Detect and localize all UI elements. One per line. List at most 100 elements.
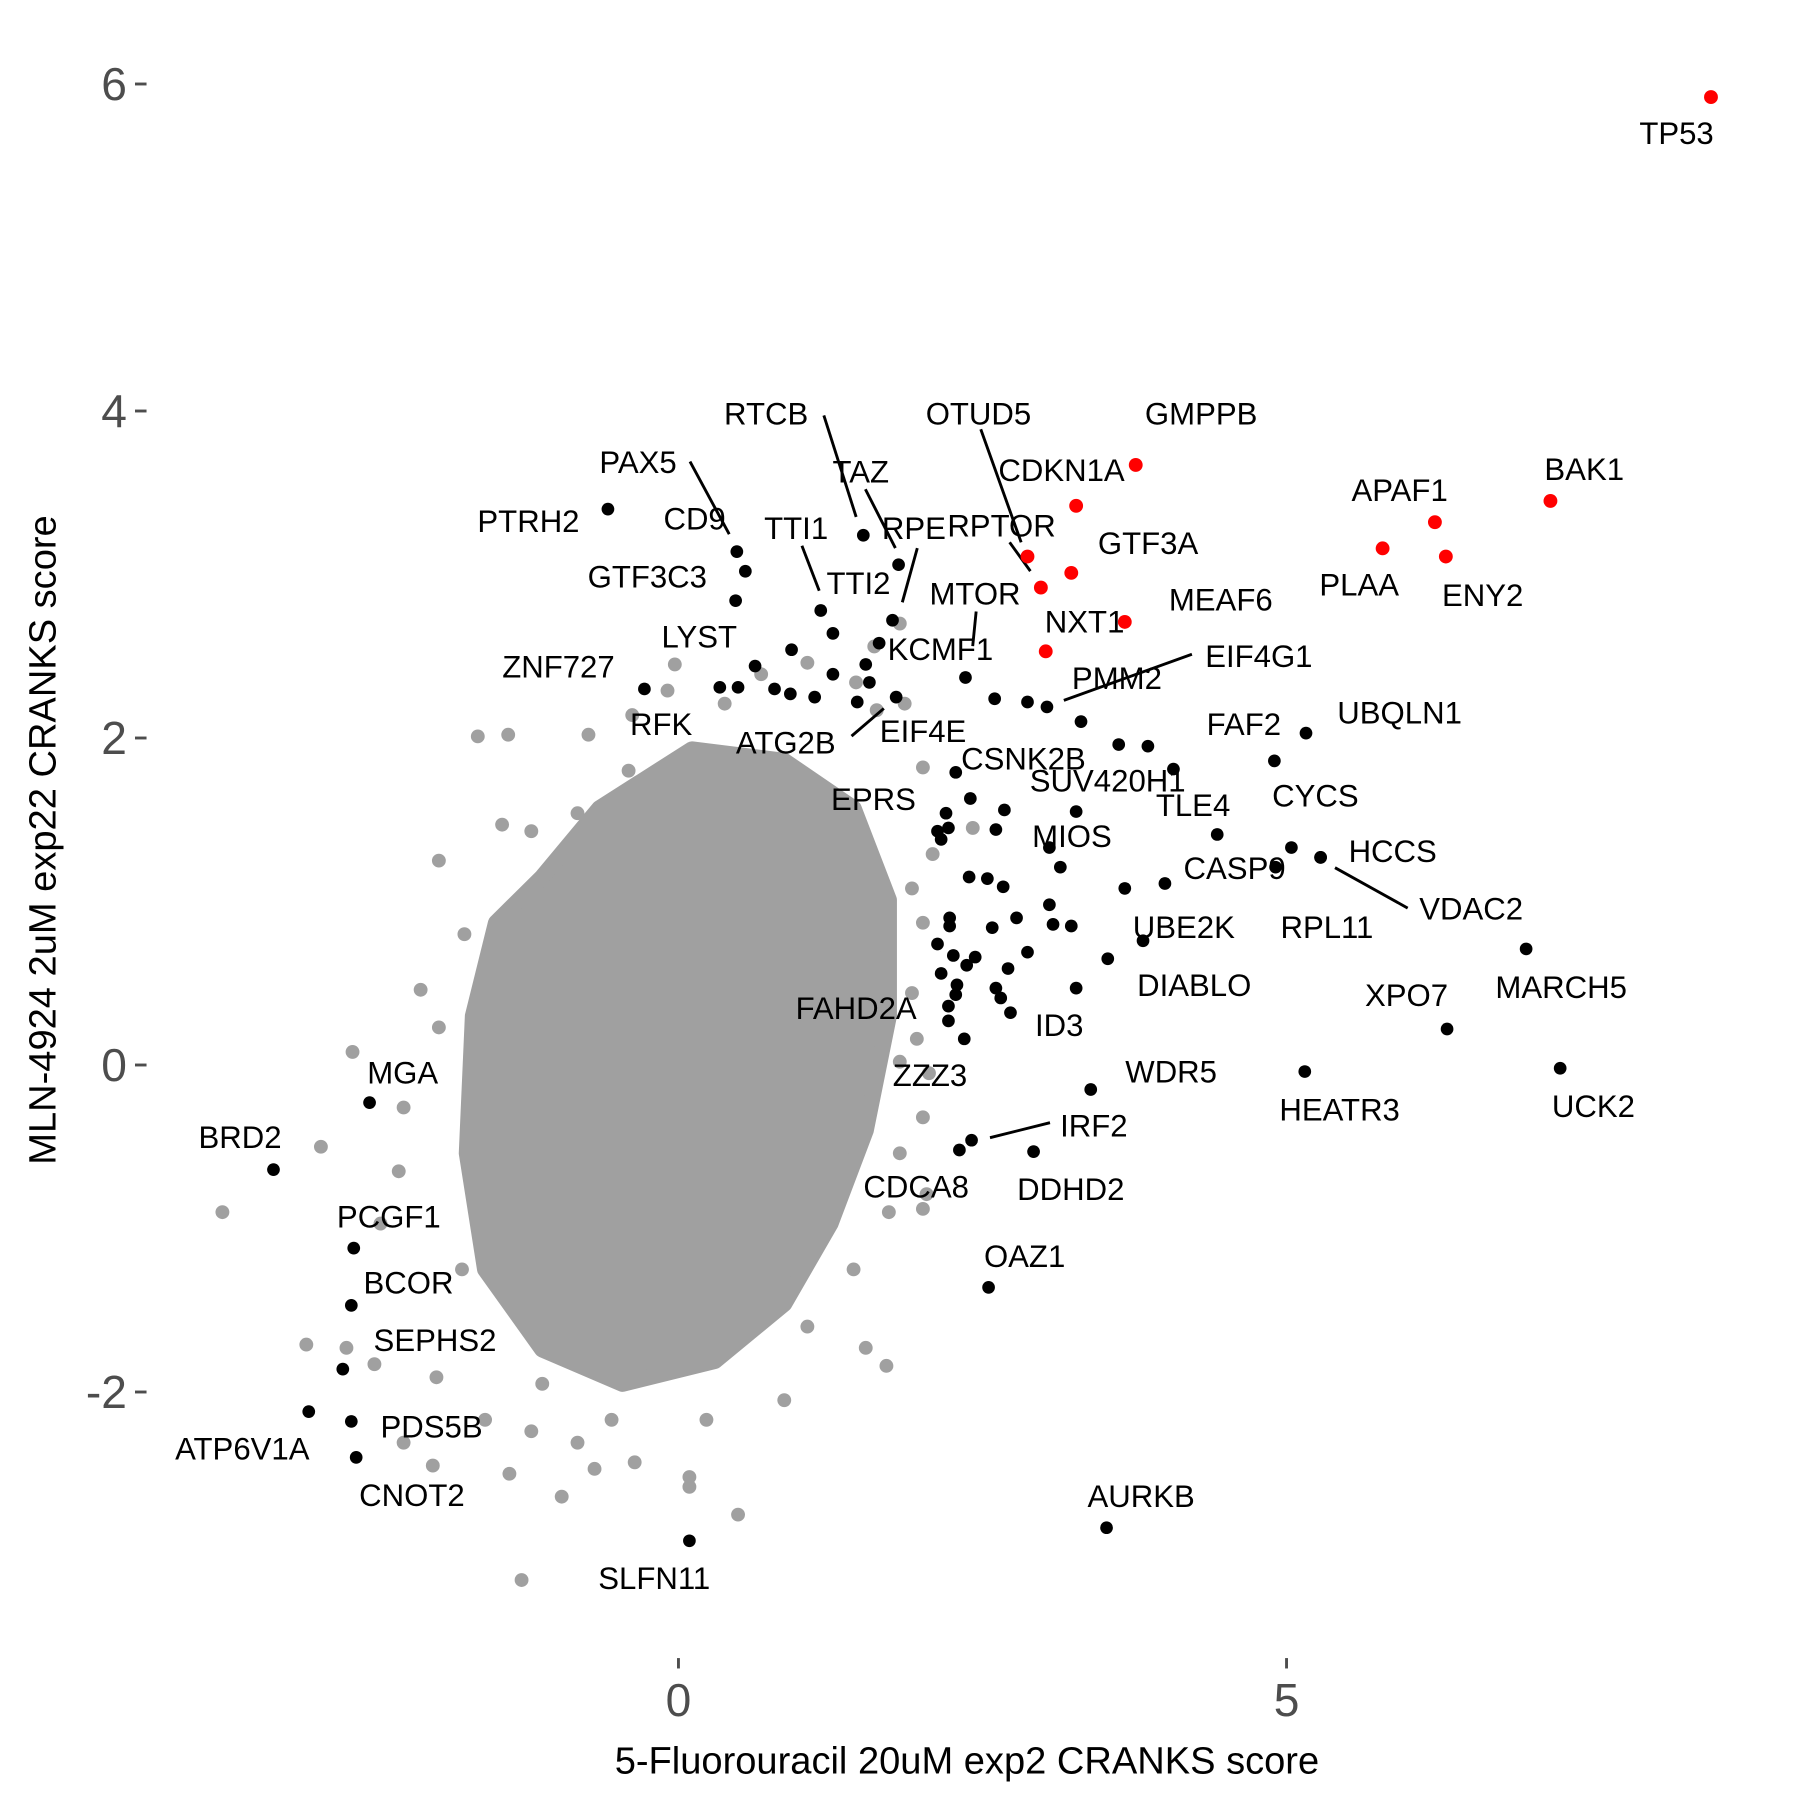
hit-point bbox=[963, 792, 977, 805]
background-point bbox=[858, 1340, 873, 1355]
point-label: AURKB bbox=[1088, 1479, 1195, 1514]
point-label: XPO7 bbox=[1365, 978, 1448, 1013]
point-label: ZZZ3 bbox=[893, 1058, 967, 1093]
point-label: LYST bbox=[661, 619, 737, 654]
point-label: NXT1 bbox=[1045, 604, 1125, 639]
background-point bbox=[425, 1458, 440, 1473]
background-point bbox=[965, 821, 980, 835]
point-label: TAZ bbox=[833, 454, 890, 489]
point-label: TTI1 bbox=[764, 511, 828, 546]
background-point bbox=[915, 1201, 930, 1216]
point-label: EIF4G1 bbox=[1205, 639, 1312, 674]
leader-line-irf2 bbox=[989, 1121, 1051, 1140]
point-gtf3a bbox=[1064, 565, 1079, 580]
point-label: OAZ1 bbox=[984, 1239, 1065, 1274]
hit-point bbox=[1043, 898, 1056, 912]
point-zzz3 bbox=[957, 1032, 971, 1046]
point-atp6v1a bbox=[302, 1405, 316, 1418]
leader-line-tti1 bbox=[800, 545, 821, 592]
hit-point bbox=[850, 695, 864, 709]
background-point bbox=[455, 1262, 469, 1277]
point-mios bbox=[1043, 841, 1056, 854]
point-eprs bbox=[939, 806, 953, 820]
point-label: BCOR bbox=[363, 1265, 453, 1300]
point-label: WDR5 bbox=[1125, 1054, 1217, 1089]
hit-point bbox=[1046, 918, 1060, 931]
point-pmm2 bbox=[1021, 695, 1034, 709]
background-point bbox=[731, 1507, 745, 1522]
background-point bbox=[413, 982, 428, 997]
background-point bbox=[396, 1100, 411, 1115]
background-point bbox=[699, 1412, 714, 1427]
background-point bbox=[905, 881, 919, 896]
point-label: DIABLO bbox=[1137, 968, 1251, 1003]
point-label: ID3 bbox=[1035, 1008, 1083, 1043]
hit-point bbox=[1064, 919, 1078, 933]
background-point bbox=[800, 655, 815, 670]
label-leader-lines bbox=[688, 414, 1409, 1140]
hit-point bbox=[1069, 981, 1083, 995]
hit-point bbox=[946, 949, 960, 962]
point-xpo7 bbox=[1440, 1022, 1454, 1036]
point-label: GTF3C3 bbox=[588, 559, 707, 594]
background-point bbox=[431, 853, 446, 868]
point-gmppb bbox=[1128, 458, 1143, 472]
point-label: UBE2K bbox=[1133, 910, 1235, 945]
point-label: CD9 bbox=[663, 502, 725, 537]
point-apaf1 bbox=[1427, 515, 1442, 530]
point-bak1 bbox=[1543, 494, 1558, 508]
background-point bbox=[431, 1020, 446, 1035]
point-label: ENY2 bbox=[1442, 578, 1523, 613]
hit-point bbox=[942, 1014, 955, 1028]
background-point bbox=[627, 1455, 642, 1470]
axes: 0 5 -2 0 2 4 6 bbox=[86, 58, 1299, 1726]
hit-point bbox=[1118, 882, 1132, 895]
hit-point bbox=[989, 981, 1003, 995]
point-faf2 bbox=[1268, 754, 1281, 768]
point-label: PMM2 bbox=[1072, 661, 1162, 696]
background-point bbox=[570, 806, 585, 821]
point-label: EIF4E bbox=[880, 714, 967, 749]
point-label: RPTOR bbox=[947, 509, 1055, 544]
point-labels: TP53 BAK1 APAF1 ENY2 PLAA GMPPB CDKN1A OTUD5 RPT… bbox=[175, 116, 1714, 1596]
background-point bbox=[682, 1470, 697, 1484]
background-point bbox=[299, 1337, 314, 1352]
point-label: PAX5 bbox=[599, 445, 676, 480]
point-label: KCMF1 bbox=[888, 632, 994, 667]
hit-point bbox=[1074, 715, 1088, 728]
hit-point bbox=[931, 937, 944, 951]
point-aurkb bbox=[1100, 1521, 1113, 1535]
background-point bbox=[922, 1066, 936, 1081]
point-label: OTUD5 bbox=[926, 397, 1032, 432]
background-point bbox=[879, 1358, 894, 1373]
point-cdca8 bbox=[953, 1143, 966, 1157]
background-point bbox=[604, 1412, 619, 1427]
hit-point bbox=[826, 667, 840, 681]
point-slfn11 bbox=[683, 1534, 696, 1548]
point-rptor bbox=[1033, 580, 1048, 595]
hit-point bbox=[1053, 860, 1067, 874]
point-cd9 bbox=[739, 564, 752, 578]
background-point bbox=[869, 703, 884, 718]
background-points bbox=[215, 616, 980, 1587]
hit-point bbox=[949, 988, 963, 1002]
y-tick-label: 2 bbox=[101, 712, 127, 764]
background-point bbox=[682, 1479, 697, 1494]
hit-point bbox=[934, 833, 948, 846]
hit-point bbox=[784, 687, 797, 701]
point-label: MGA bbox=[367, 1055, 438, 1090]
hit-point bbox=[998, 803, 1011, 817]
background-point bbox=[915, 915, 930, 930]
background-point bbox=[587, 1461, 602, 1476]
hit-point bbox=[1010, 911, 1023, 925]
background-point bbox=[581, 727, 596, 742]
leader-line-rpe bbox=[900, 547, 919, 603]
background-point bbox=[478, 1412, 493, 1427]
point-otud5 bbox=[1020, 549, 1035, 564]
point-label: CASP9 bbox=[1184, 851, 1286, 886]
hit-point bbox=[960, 958, 974, 972]
point-label: IRF2 bbox=[1060, 1109, 1127, 1144]
point-cycs bbox=[1285, 841, 1298, 854]
point-fahd2a bbox=[942, 999, 955, 1013]
background-point bbox=[215, 1205, 230, 1220]
